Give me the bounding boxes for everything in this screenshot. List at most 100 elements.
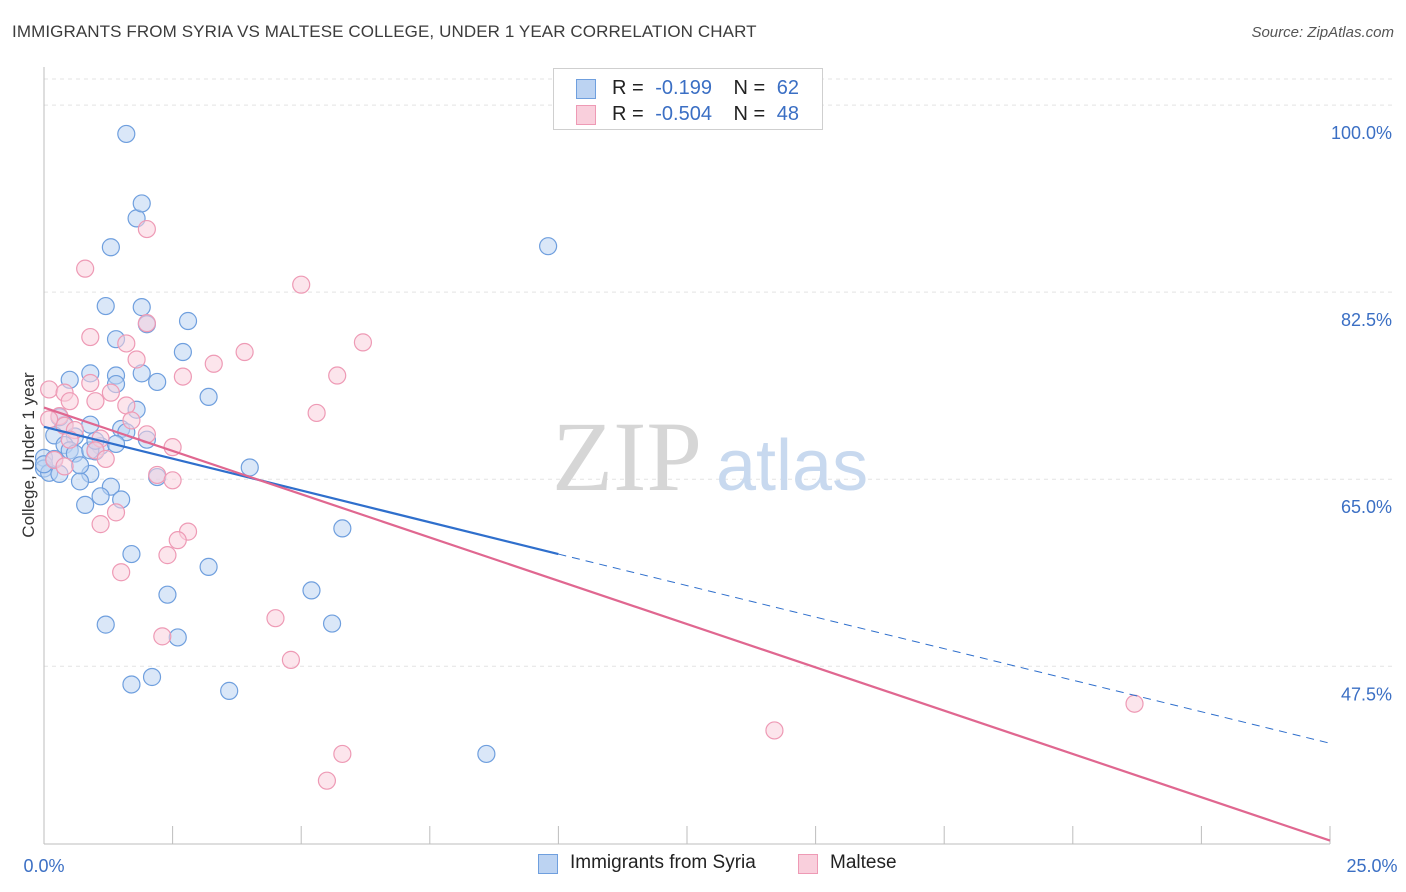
watermark-atlas: atlas [716,426,868,506]
point-maltese [40,410,59,429]
point-maltese [40,380,59,399]
legend-swatch-syria [576,79,596,99]
point-maltese [76,259,95,278]
point-syria [477,744,496,764]
point-maltese [292,275,311,294]
trendline-syria [43,425,559,556]
point-syria [117,124,136,144]
point-syria [168,628,187,647]
legend-label-maltese: Maltese [830,852,897,873]
point-maltese [60,430,79,449]
y-axis-label: College, Under 1 year [19,372,38,538]
point-syria [240,458,259,477]
point-maltese [101,383,120,402]
point-syria [91,487,110,506]
point-syria [539,237,558,256]
point-syria [76,495,95,514]
legend-r-value-syria: -0.199 [655,77,712,99]
point-syria [199,557,218,576]
point-maltese [55,457,74,476]
point-maltese [204,354,223,373]
point-syria [158,585,177,604]
point-maltese [1125,694,1144,713]
tick-labels: 100.0% 82.5% 65.0% 47.5% 0.0% 25.0% [23,123,1397,876]
point-syria [96,615,115,634]
data-points [34,124,1144,790]
point-maltese [81,373,100,393]
point-maltese [266,609,285,628]
point-maltese [317,771,337,790]
legend-r-label: R = [612,77,644,99]
point-maltese [112,563,131,582]
point-maltese [765,721,784,740]
point-maltese [127,350,146,369]
point-maltese [163,471,182,490]
point-maltese [60,392,79,411]
point-maltese [137,219,156,239]
gridlines [44,78,1392,667]
point-syria [199,387,218,407]
point-syria [178,311,198,331]
legend-label-syria: Immigrants from Syria [570,852,756,873]
series-legend: Immigrants from Syria Maltese [0,852,1406,878]
point-maltese [235,342,254,362]
chart-source: Source: ZipAtlas.com [1251,24,1394,41]
stats-legend: R = -0.199 N = 62 R = -0.504 N = 48 [553,68,823,130]
point-maltese [281,650,301,669]
point-maltese [91,515,110,534]
point-maltese [173,367,192,386]
point-syria [220,681,239,700]
watermark: ZIP atlas [552,401,868,512]
point-syria [122,675,141,694]
point-syria [302,581,321,600]
point-maltese [333,744,352,764]
point-maltese [117,334,136,353]
point-maltese [148,465,167,485]
x-tick-label-start: 0.0% [23,856,64,876]
point-syria [333,519,352,538]
trendline-syria-extension [558,553,1331,744]
point-maltese [81,327,100,347]
point-maltese [153,627,172,646]
point-syria [101,238,120,257]
y-tick-label: 65.0% [1341,497,1392,517]
y-tick-label: 82.5% [1341,310,1392,330]
point-syria [132,194,151,213]
point-syria [70,472,90,491]
point-maltese [307,403,326,423]
legend-n-label: N = [733,103,766,125]
point-syria [148,372,167,392]
y-tick-label: 47.5% [1341,684,1392,704]
point-maltese [137,314,156,333]
legend-swatch-maltese [576,105,596,125]
legend-swatch-maltese [798,854,818,874]
point-syria [173,342,192,362]
point-maltese [353,333,373,352]
chart-title: IMMIGRANTS FROM SYRIA VS MALTESE COLLEGE… [12,22,757,41]
point-syria [322,614,342,633]
y-tick-label: 100.0% [1331,123,1392,143]
point-maltese [158,546,177,565]
point-maltese [168,531,187,550]
legend-swatch-syria [538,854,558,874]
legend-n-label: N = [733,77,766,99]
watermark-zip: ZIP [552,401,702,512]
point-maltese [86,392,105,411]
x-tick-label-end: 25.0% [1346,856,1397,876]
legend-n-value-maltese: 48 [776,103,800,125]
point-maltese [328,366,347,385]
point-maltese [106,503,126,522]
point-syria [70,456,90,475]
point-maltese [122,411,141,430]
point-syria [122,544,141,564]
point-syria [96,296,115,316]
legend-r-value-maltese: -0.504 [655,103,712,125]
trendline-maltese [43,406,1331,842]
point-syria [132,298,151,317]
legend-n-value-syria: 62 [776,77,800,99]
point-maltese [96,449,115,469]
legend-r-label: R = [612,103,644,125]
point-syria [142,667,162,687]
trend-lines [43,406,1331,842]
